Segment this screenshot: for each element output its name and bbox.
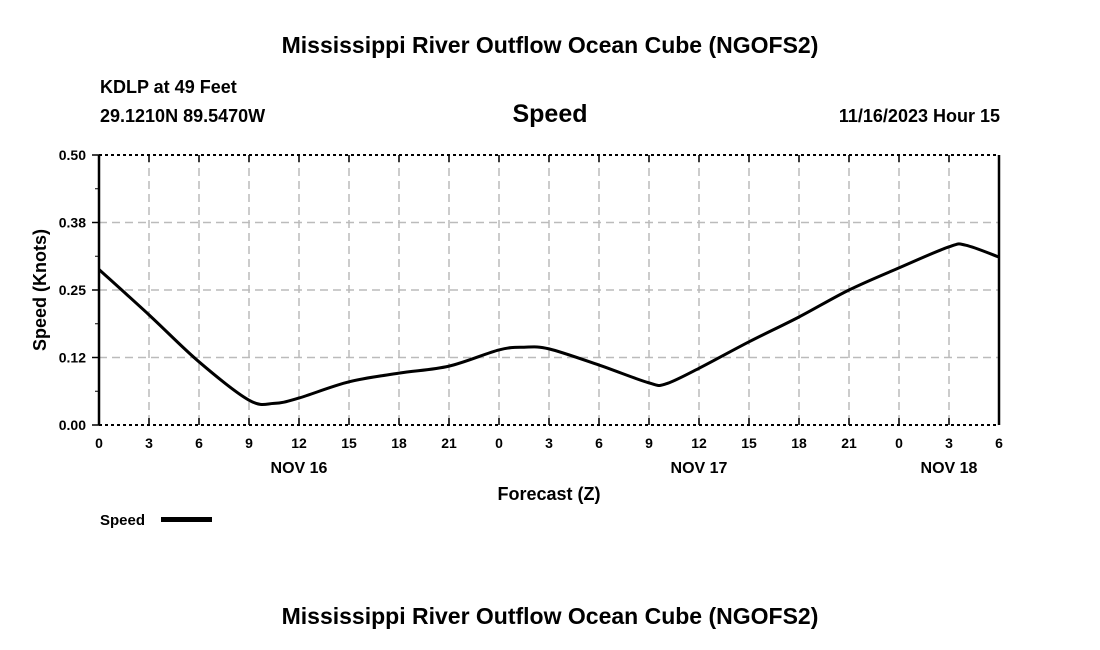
x-tick-label: 21 [841,435,857,451]
coordinates-label: 29.1210N 89.5470W [100,106,266,126]
x-tick-label: 6 [995,435,1003,451]
x-tick-label: 3 [145,435,153,451]
date-label: NOV 17 [671,460,728,477]
date-label: NOV 18 [921,460,978,477]
x-tick-label: 0 [495,435,503,451]
x-tick-label: 21 [441,435,457,451]
y-tick-label: 0.50 [59,147,86,163]
x-tick-label: 6 [195,435,203,451]
y-tick-label: 0.25 [59,282,86,298]
x-tick-label: 0 [895,435,903,451]
speed-chart: 0.00 0.12 0.25 0.38 0.50 0 3 6 9 12 15 18 21 0 3 6 9 12 15… [30,147,1003,529]
x-tick-label: 15 [741,435,757,451]
x-tick-label: 12 [691,435,707,451]
date-label: NOV 16 [271,460,328,477]
legend-swatch [161,517,212,522]
y-axis-label: Speed (Knots) [30,229,50,351]
x-tick-label: 15 [341,435,357,451]
x-tick-label: 18 [791,435,807,451]
y-tick-label: 0.38 [59,215,86,231]
y-tick-label: 0.00 [59,417,86,433]
series-line-speed [97,242,1000,407]
chart-title: Mississippi River Outflow Ocean Cube (NG… [281,32,819,58]
footer-title: Mississippi River Outflow Ocean Cube (NG… [281,603,819,629]
x-tick-label: 3 [945,435,953,451]
x-tick-label: 0 [95,435,103,451]
x-tick-label: 18 [391,435,407,451]
x-tick-label: 9 [245,435,253,451]
panel-title: Speed [512,100,588,128]
x-tick-label: 6 [595,435,603,451]
x-axis-label: Forecast (Z) [497,484,600,504]
x-tick-label: 3 [545,435,553,451]
y-tick-label: 0.12 [59,350,86,366]
x-tick-label: 9 [645,435,653,451]
station-label: KDLP at 49 Feet [100,77,237,97]
x-tick-label: 12 [291,435,307,451]
legend-label: Speed [100,512,145,529]
datetime-label: 11/16/2023 Hour 15 [838,106,1000,126]
